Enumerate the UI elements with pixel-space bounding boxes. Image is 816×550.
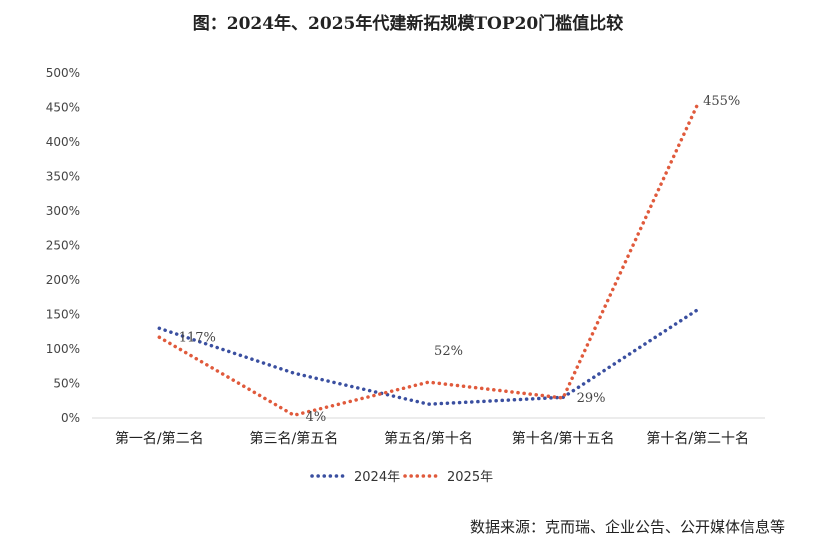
y-tick-label: 250% bbox=[46, 239, 80, 253]
y-axis: 0% 50% 100% 150% 200% 250% 300% 350% 400% 450% 500… bbox=[46, 66, 80, 425]
y-tick-label: 100% bbox=[46, 342, 80, 356]
legend-label: 2025年 bbox=[447, 470, 493, 485]
y-tick-label: 200% bbox=[46, 273, 80, 287]
series-line-2025 bbox=[157, 102, 700, 417]
y-tick-label: 350% bbox=[46, 170, 80, 184]
y-tick-label: 400% bbox=[46, 135, 80, 149]
x-tick-label: 第一名/第二名 bbox=[115, 430, 204, 447]
legend: 2024年 2025年 bbox=[310, 470, 493, 485]
data-label: 117% bbox=[179, 330, 216, 345]
data-label: 29% bbox=[577, 391, 606, 406]
y-tick-label: 150% bbox=[46, 308, 80, 322]
data-labels: 117% 4% 52% 29% 455% bbox=[179, 94, 741, 425]
y-tick-label: 450% bbox=[46, 101, 80, 115]
x-tick-label: 第十名/第二十名 bbox=[646, 430, 749, 447]
chart-title: 图：2024年、2025年代建新拓规模TOP20门槛值比较 bbox=[193, 13, 624, 34]
series-line-2024 bbox=[157, 307, 700, 406]
legend-label: 2024年 bbox=[354, 470, 400, 485]
data-label: 52% bbox=[434, 344, 463, 359]
x-tick-label: 第五名/第十名 bbox=[384, 430, 473, 447]
x-tick-label: 第三名/第五名 bbox=[250, 430, 339, 447]
source-note: 数据来源：克而瑞、企业公告、公开媒体信息等 bbox=[470, 518, 785, 536]
x-axis: 第一名/第二名 第三名/第五名 第五名/第十名 第十名/第十五名 第十名/第二十名 bbox=[115, 430, 749, 447]
series-layer bbox=[157, 102, 700, 417]
data-label: 455% bbox=[703, 94, 740, 109]
y-tick-label: 50% bbox=[53, 377, 80, 391]
y-tick-label: 0% bbox=[61, 411, 80, 425]
y-tick-label: 300% bbox=[46, 204, 80, 218]
data-label: 4% bbox=[306, 410, 327, 425]
x-tick-label: 第十名/第十五名 bbox=[512, 430, 615, 447]
y-tick-label: 500% bbox=[46, 66, 80, 80]
